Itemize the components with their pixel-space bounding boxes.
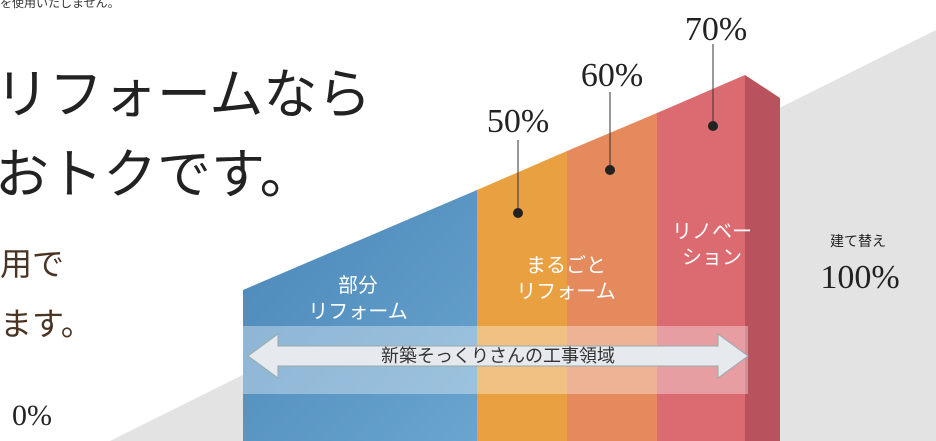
start-label: 0% [12, 399, 52, 432]
block-label: リフォーム [308, 299, 407, 323]
banner-text: 新築そっくりさんの工事領域 [381, 346, 615, 367]
block-side [745, 75, 780, 441]
marker-dot [513, 208, 523, 218]
block-whole [477, 151, 567, 441]
marker-label: 50% [487, 103, 549, 140]
notice: を使用いたしません。 [0, 0, 120, 10]
headline: リフォームなら [0, 65, 371, 125]
block-partial [243, 190, 477, 441]
marker-dot [708, 121, 718, 131]
rebuild-value: 100% [820, 259, 899, 296]
block-label: まるごと [526, 253, 606, 277]
headline: おトクです。 [0, 145, 314, 205]
marker-label: 60% [581, 57, 643, 94]
block-label: リノベー [672, 219, 752, 243]
block-label: 部分 [338, 273, 378, 297]
marker-label: 70% [685, 11, 747, 48]
subtext: 用で [0, 246, 64, 282]
block-label: リフォーム [516, 279, 615, 303]
banner-arrow [247, 333, 749, 379]
subtext: ます。 [0, 306, 93, 342]
marker-dot [605, 165, 615, 175]
block-label: ション [682, 245, 742, 269]
rebuild-label: 建て替え [830, 234, 886, 250]
